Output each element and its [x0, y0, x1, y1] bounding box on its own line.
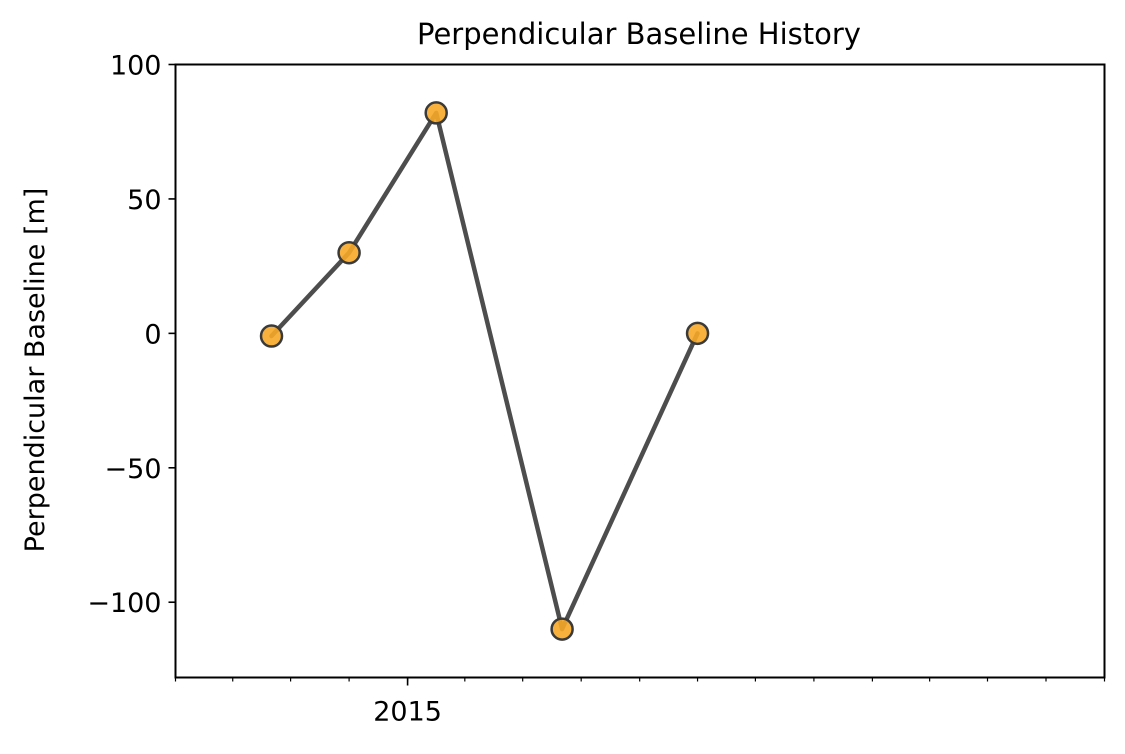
y-tick-label: −50 — [105, 454, 162, 485]
data-point — [550, 617, 574, 641]
y-tick-label: 50 — [127, 185, 161, 216]
y-tick-label: 0 — [144, 319, 161, 350]
y-axis-label: Perpendicular Baseline [m] — [20, 188, 51, 553]
data-point — [337, 240, 361, 265]
series-layer — [259, 101, 710, 641]
data-point — [259, 324, 284, 348]
y-tick-label: −100 — [87, 588, 161, 619]
x-tick-label: 2015 — [373, 697, 442, 728]
data-point — [424, 101, 448, 125]
series-line — [269, 110, 700, 632]
ticks-layer: 100 50 0 −50 −100 2015 — [87, 51, 1106, 728]
y-tick-label: 100 — [110, 51, 162, 82]
data-point — [685, 321, 710, 346]
chart-title: Perpendicular Baseline History — [417, 17, 861, 51]
plot-frame — [174, 63, 1106, 679]
